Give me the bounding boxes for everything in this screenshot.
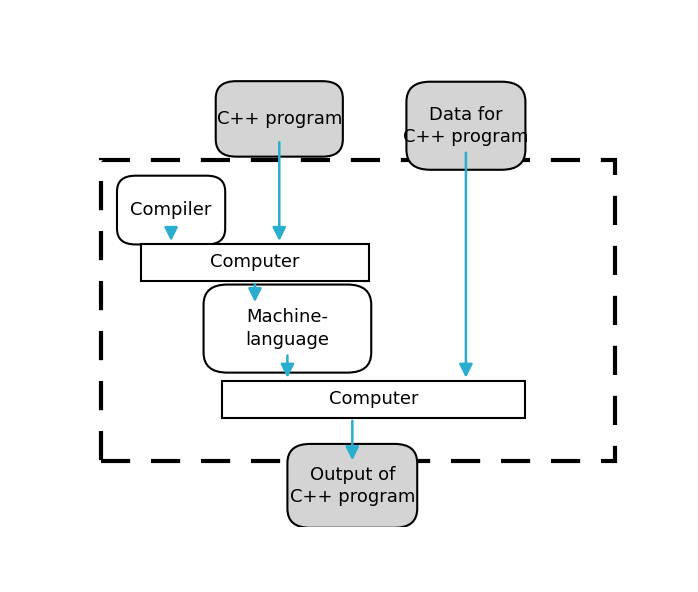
- FancyBboxPatch shape: [216, 81, 343, 157]
- Bar: [101, 160, 615, 461]
- Text: Machine-
language: Machine- language: [246, 308, 329, 349]
- FancyBboxPatch shape: [204, 285, 371, 372]
- Bar: [141, 244, 369, 281]
- Text: Data for
C++ program: Data for C++ program: [403, 105, 528, 146]
- Text: Computer: Computer: [329, 390, 419, 408]
- Text: Computer: Computer: [210, 253, 299, 272]
- Text: Output of
C++ program: Output of C++ program: [290, 466, 415, 506]
- Text: C++ program: C++ program: [216, 110, 342, 128]
- Bar: [223, 381, 526, 418]
- FancyBboxPatch shape: [117, 176, 225, 244]
- FancyBboxPatch shape: [288, 444, 417, 528]
- Text: Compiler: Compiler: [131, 201, 211, 219]
- FancyBboxPatch shape: [406, 82, 526, 170]
